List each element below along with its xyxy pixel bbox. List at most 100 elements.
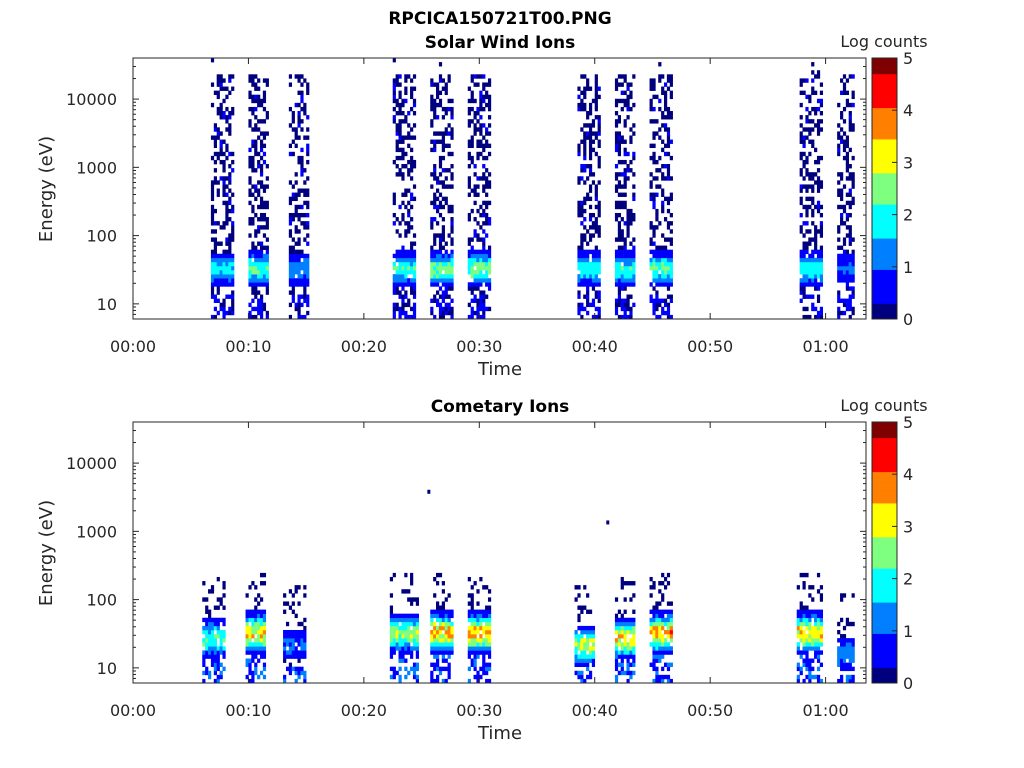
heatmap-cell — [669, 90, 673, 96]
heatmap-cell — [591, 147, 596, 153]
heatmap-cell — [210, 184, 215, 189]
heatmap-cell — [479, 617, 483, 623]
heatmap-cell — [438, 245, 443, 250]
heatmap-cell — [254, 98, 258, 104]
heatmap-cell — [219, 139, 223, 144]
heatmap-cell — [845, 654, 849, 659]
heatmap-cell — [216, 650, 220, 655]
heatmap-cell — [583, 86, 587, 91]
heatmap-cell — [666, 131, 671, 136]
heatmap-cell — [632, 646, 636, 651]
colorbar-frame — [871, 421, 898, 684]
heatmap-cell — [216, 298, 220, 303]
heatmap-cell — [649, 585, 653, 590]
heatmap-cell — [588, 111, 593, 116]
heatmap-cell — [476, 609, 480, 614]
heatmap-cell — [632, 609, 636, 614]
heatmap-cell — [288, 282, 293, 287]
heatmap-cell — [479, 274, 483, 279]
heatmap-cell — [485, 180, 489, 185]
heatmap-cell — [410, 78, 414, 83]
heatmap-cell — [487, 94, 492, 100]
heatmap-cell — [259, 261, 264, 267]
heatmap-cell — [410, 217, 414, 222]
heatmap-cell — [473, 270, 477, 275]
heatmap-cell — [404, 634, 408, 639]
heatmap-cell — [845, 155, 849, 161]
heatmap-cell — [213, 253, 217, 259]
heatmap-cell — [658, 646, 662, 651]
heatmap-cell — [447, 662, 451, 667]
heatmap-cell — [392, 212, 396, 218]
heatmap-cell — [467, 253, 471, 259]
heatmap-cell — [845, 249, 849, 255]
heatmap-cell — [467, 106, 471, 112]
heatmap-cell — [470, 634, 474, 639]
heatmap-cell — [842, 82, 847, 87]
heatmap-cell — [583, 294, 587, 299]
heatmap-cell — [661, 634, 665, 639]
heatmap-cell — [588, 302, 593, 308]
heatmap-cell — [623, 654, 627, 659]
heatmap-cell — [623, 151, 627, 157]
heatmap-cell — [655, 274, 659, 279]
heatmap-cell — [222, 253, 226, 259]
heatmap-cell — [430, 78, 434, 83]
heatmap-cell — [208, 629, 212, 635]
heatmap-cell — [583, 139, 587, 144]
heatmap-cell — [666, 249, 671, 255]
heatmap-cell — [467, 638, 471, 643]
heatmap-cell — [811, 642, 815, 647]
heatmap-cell — [591, 225, 596, 230]
heatmap-cell — [288, 221, 293, 226]
heatmap-cell — [225, 282, 229, 287]
heatmap-cell — [257, 192, 261, 197]
colorbar-swatch — [872, 487, 897, 491]
heatmap-cell — [447, 654, 451, 659]
heatmap-cell — [262, 212, 267, 218]
heatmap-cell — [649, 180, 653, 185]
heatmap-cell — [583, 274, 587, 279]
heatmap-cell — [837, 270, 841, 275]
heatmap-cell — [594, 314, 598, 320]
heatmap-cell — [597, 127, 601, 132]
heatmap-cell — [294, 253, 298, 259]
heatmap-cell — [626, 650, 630, 655]
heatmap-cell — [291, 294, 295, 299]
heatmap-cell — [614, 200, 619, 206]
heatmap-cell — [300, 168, 304, 173]
heatmap-cell — [845, 270, 849, 275]
heatmap-cell — [259, 212, 264, 218]
heatmap-cell — [438, 609, 443, 614]
heatmap-cell — [248, 678, 252, 684]
heatmap-cell — [262, 131, 267, 136]
heatmap-cell — [467, 302, 471, 308]
heatmap-cell — [257, 94, 261, 100]
heatmap-cell — [288, 261, 293, 267]
colorbar-swatch — [872, 172, 897, 176]
heatmap-cell — [814, 90, 818, 96]
heatmap-cell — [248, 670, 252, 676]
heatmap-cell — [799, 257, 803, 263]
heatmap-cell — [588, 625, 593, 631]
heatmap-cell — [482, 94, 486, 100]
heatmap-cell — [392, 115, 396, 120]
heatmap-cell — [447, 286, 451, 291]
heatmap-cell — [231, 257, 235, 263]
heatmap-cell — [389, 605, 394, 610]
heatmap-cell — [262, 581, 267, 586]
heatmap-cell — [225, 204, 229, 210]
heatmap-cell — [577, 625, 581, 631]
heatmap-cell — [306, 127, 310, 132]
heatmap-cell — [222, 257, 226, 263]
heatmap-cell — [283, 654, 287, 659]
heatmap-cell — [228, 180, 232, 185]
heatmap-cell — [291, 290, 295, 295]
heatmap-cell — [819, 278, 824, 283]
colorbar-swatch — [872, 489, 897, 493]
heatmap-cell — [617, 74, 622, 79]
heatmap-cell — [433, 282, 437, 287]
heatmap-cell — [210, 261, 215, 267]
heatmap-cell — [430, 102, 434, 108]
heatmap-cell — [629, 650, 633, 655]
